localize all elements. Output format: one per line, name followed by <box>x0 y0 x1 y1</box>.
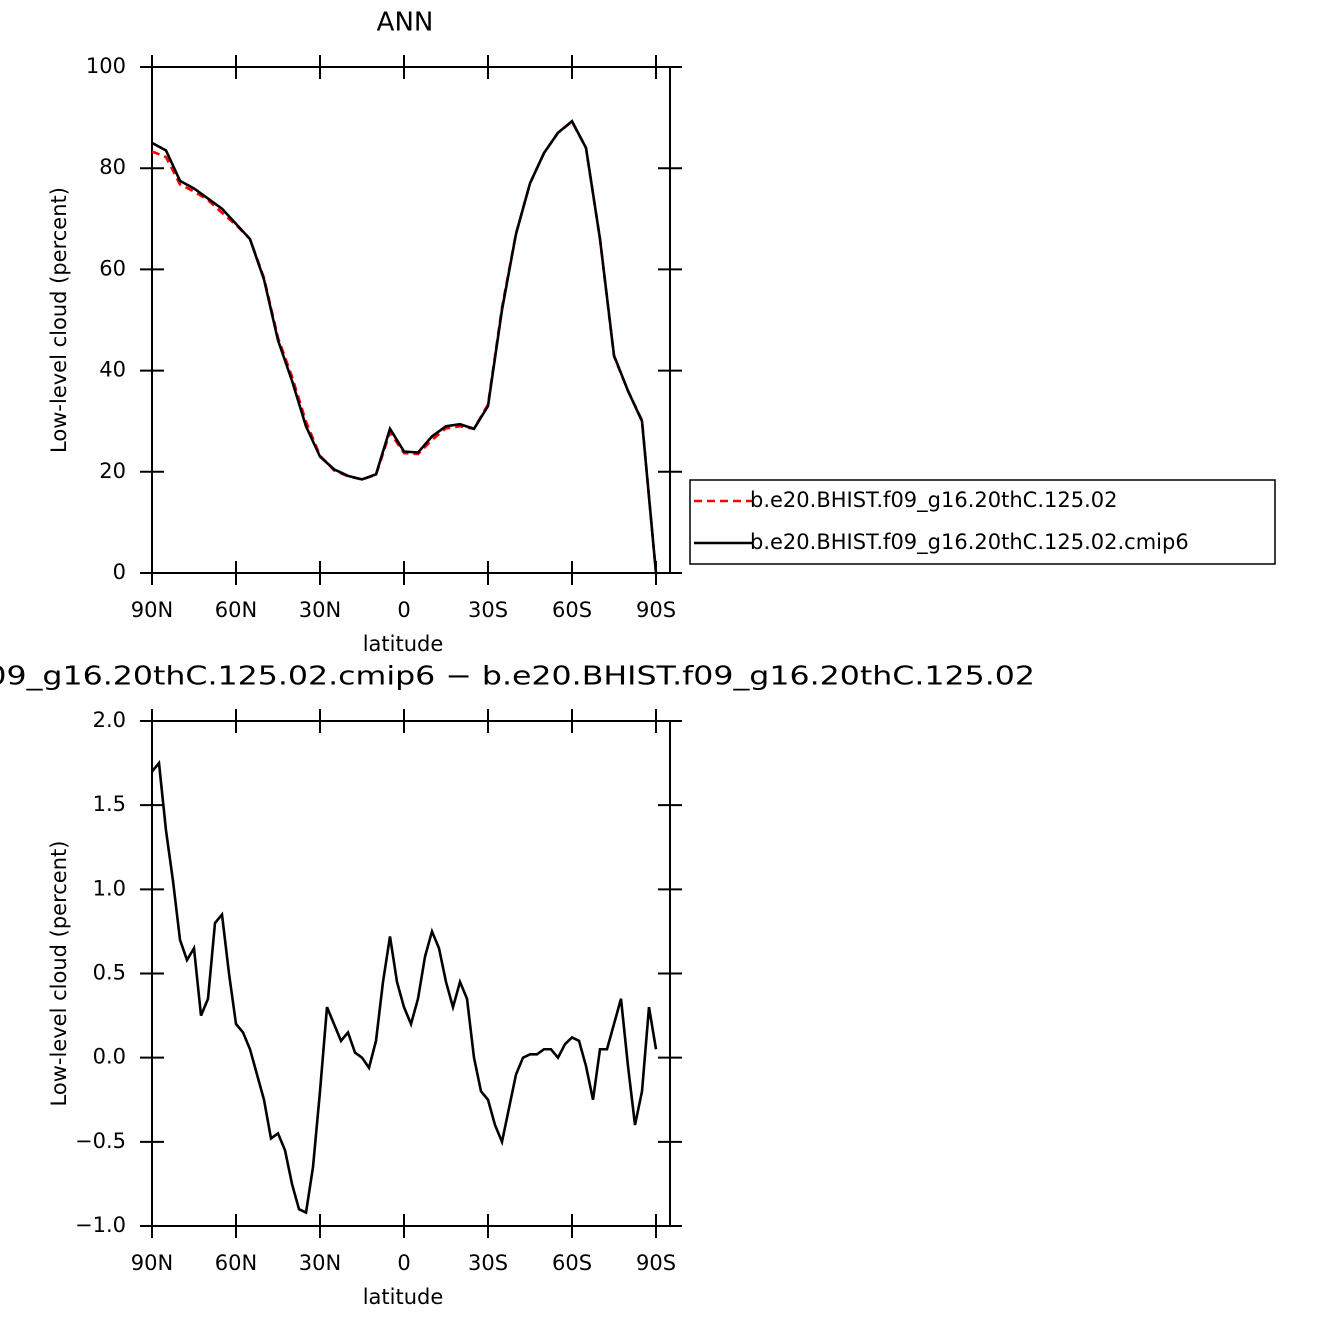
y-tick-label: 0.5 <box>93 961 126 985</box>
chart-title: ANN <box>377 8 434 38</box>
x-tick-label: 30S <box>468 1251 508 1275</box>
x-tick-label: 0 <box>397 598 410 622</box>
x-tick-label: 60N <box>215 598 257 622</box>
y-tick-label: 100 <box>86 54 126 78</box>
y-tick-label: 1.0 <box>93 876 126 900</box>
x-tick-label: 0 <box>397 1251 410 1275</box>
chart-title: b.e20.BHIST.f09_g16.20thC.125.02.cmip6 −… <box>0 662 1035 692</box>
data-line <box>151 119 658 574</box>
x-tick-label: 30N <box>299 1251 341 1275</box>
y-tick-label: 20 <box>99 459 126 483</box>
legend-label: b.e20.BHIST.f09_g16.20thC.125.02 <box>750 488 1117 513</box>
legend-box <box>689 479 1276 565</box>
x-tick-label: 90S <box>636 598 676 622</box>
data-line <box>151 759 658 1215</box>
y-tick-label: 40 <box>99 358 126 382</box>
x-tick-label: 90S <box>636 1251 676 1275</box>
plot-frame <box>151 66 671 574</box>
y-tick-label: 1.5 <box>93 792 126 816</box>
y-tick-label: −0.5 <box>75 1129 126 1153</box>
y-tick-label: 0.0 <box>93 1045 126 1069</box>
x-axis-label: latitude <box>363 632 444 656</box>
data-line <box>151 119 658 574</box>
y-tick-label: 0 <box>113 560 126 584</box>
y-tick-label: 80 <box>99 155 126 179</box>
x-tick-label: 30N <box>299 598 341 622</box>
x-tick-label: 60N <box>215 1251 257 1275</box>
legend-label: b.e20.BHIST.f09_g16.20thC.125.02.cmip6 <box>750 530 1189 555</box>
y-tick-label: −1.0 <box>75 1213 126 1237</box>
y-tick-label: 2.0 <box>93 708 126 732</box>
y-axis-label: Low-level cloud (percent) <box>47 187 71 453</box>
x-tick-label: 90N <box>131 598 173 622</box>
x-tick-label: 60S <box>552 1251 592 1275</box>
x-tick-label: 30S <box>468 598 508 622</box>
y-tick-label: 60 <box>99 256 126 280</box>
x-axis-label: latitude <box>363 1285 444 1309</box>
x-tick-label: 90N <box>131 1251 173 1275</box>
y-axis-label: Low-level cloud (percent) <box>47 841 71 1107</box>
x-tick-label: 60S <box>552 598 592 622</box>
